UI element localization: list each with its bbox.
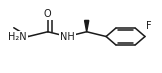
Text: H₂N: H₂N [8, 32, 27, 41]
Polygon shape [85, 20, 89, 32]
Text: NH: NH [60, 32, 75, 41]
Text: F: F [146, 21, 151, 31]
Text: O: O [44, 9, 52, 19]
